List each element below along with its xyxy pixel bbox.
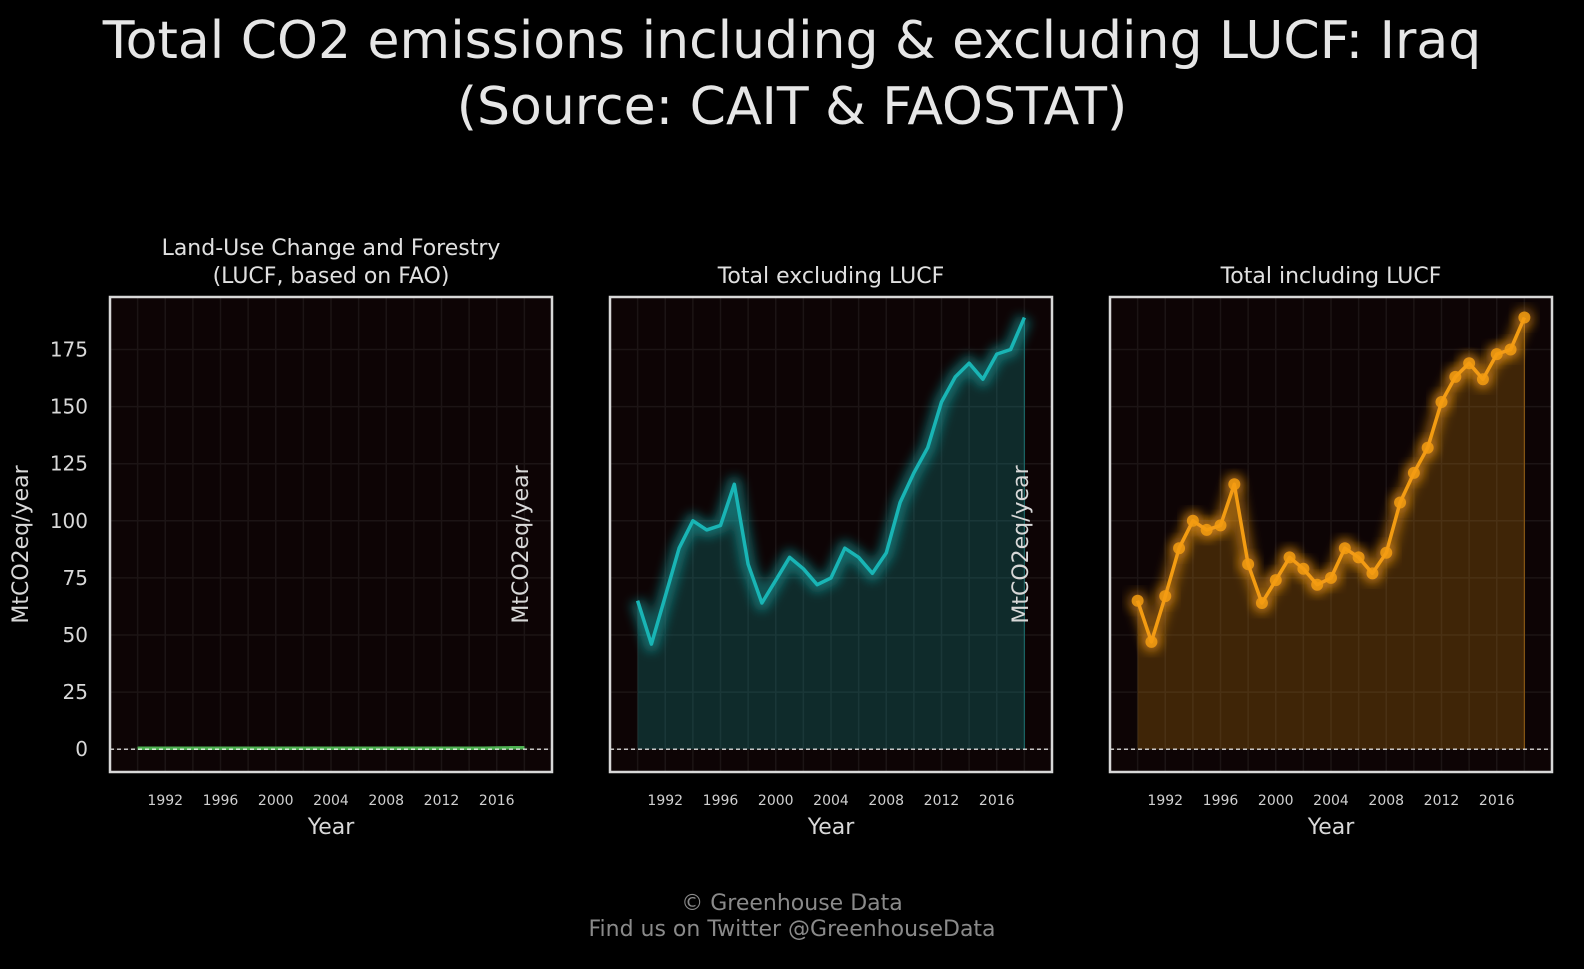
data-point: [1269, 574, 1282, 587]
data-point: [1380, 546, 1393, 559]
data-point: [1463, 357, 1476, 370]
plot-frame: [1108, 295, 1554, 774]
data-point: [1283, 551, 1296, 564]
series-area: [1137, 317, 1525, 750]
x-tick-label: 1992: [147, 793, 183, 809]
data-point: [1518, 311, 1531, 324]
x-tick-label: 2004: [1313, 793, 1349, 809]
x-tick-label: 2012: [424, 793, 460, 809]
x-tick-label: 2016: [1479, 793, 1515, 809]
data-point: [1338, 542, 1351, 555]
data-point: [1242, 558, 1255, 571]
data-point: [1407, 466, 1420, 479]
panel-title: Total including LUCF: [1220, 264, 1442, 289]
data-point: [1255, 597, 1268, 610]
chart-title-line1: Total CO2 emissions including & excludin…: [102, 11, 1482, 71]
chart-panel-3: 1992 1996 2000 2004 2008 2012 2016 Year MtCO2eq/…: [1009, 264, 1554, 840]
x-tick-label: 2012: [924, 793, 960, 809]
data-point: [1421, 441, 1434, 454]
x-tick-label: 2004: [313, 793, 349, 809]
x-tick-label: 2000: [1258, 793, 1294, 809]
x-axis-label: Year: [807, 815, 856, 840]
y-tick-label: 100: [50, 509, 88, 533]
x-tick-label: 2000: [758, 793, 794, 809]
y-axis-label: MtCO2eq/year: [509, 464, 534, 623]
data-point: [1352, 551, 1365, 564]
x-tick-label: 2016: [979, 793, 1015, 809]
x-tick-label: 1996: [1203, 793, 1239, 809]
series-group: [1126, 306, 1536, 750]
y-axis-label: MtCO2eq/year: [9, 464, 34, 623]
y-tick-label: 50: [63, 623, 88, 647]
x-tick-label: 2008: [1368, 793, 1404, 809]
data-point: [1476, 373, 1489, 386]
x-tick-label: 2012: [1424, 793, 1460, 809]
data-point: [1504, 343, 1517, 356]
chart-panel-2: 1992 1996 2000 2004 2008 2012 2016 Year MtCO2eq/…: [509, 264, 1054, 840]
y-tick-label: 150: [50, 395, 88, 419]
data-point: [1186, 514, 1199, 527]
data-point: [1159, 590, 1172, 603]
x-tick-label: 2004: [813, 793, 849, 809]
y-tick-label: 175: [50, 338, 88, 362]
series-group: [629, 314, 1032, 750]
x-axis-label: Year: [1307, 815, 1356, 840]
data-point: [1311, 578, 1324, 591]
x-tick-label: 2000: [258, 793, 294, 809]
x-tick-label: 1996: [203, 793, 239, 809]
footer-twitter: Find us on Twitter @GreenhouseData: [588, 917, 996, 942]
data-point: [1228, 478, 1241, 491]
y-tick-label: 25: [63, 680, 88, 704]
data-point: [1449, 370, 1462, 383]
data-point: [1297, 562, 1310, 575]
x-tick-label: 1992: [1147, 793, 1183, 809]
data-point: [1325, 571, 1337, 584]
series-line: [635, 316, 1027, 646]
x-tick-label: 2008: [368, 793, 404, 809]
plot-frame: [108, 295, 554, 774]
chart-panel-1: 1992 1996 2000 2004 2008 2012 2016 Year MtCO2eq/…: [9, 236, 554, 840]
series-line: [137, 746, 525, 751]
data-point: [1435, 396, 1448, 409]
chart-title-line2: (Source: CAIT & FAOSTAT): [456, 77, 1128, 137]
y-tick-label: 0: [75, 737, 88, 761]
panel-title: Total excluding LUCF: [717, 264, 945, 289]
plot-frame: [608, 295, 1054, 774]
data-point: [1394, 496, 1407, 509]
y-tick-label: 75: [63, 566, 88, 590]
data-point: [1145, 635, 1158, 648]
x-tick-label: 2008: [868, 793, 904, 809]
panel-title: (LUCF, based on FAO): [213, 264, 450, 289]
footer-copyright: © Greenhouse Data: [681, 891, 903, 916]
data-point: [1173, 542, 1186, 555]
panel-title: Land-Use Change and Forestry: [162, 236, 501, 261]
data-point: [1214, 519, 1227, 532]
x-tick-label: 1996: [703, 793, 739, 809]
series-area: [637, 317, 1025, 750]
x-tick-label: 1992: [647, 793, 683, 809]
y-tick-label: 125: [50, 452, 88, 476]
data-point: [1131, 594, 1144, 607]
data-point: [1366, 567, 1379, 580]
x-axis-label: Year: [307, 815, 356, 840]
y-axis-label: MtCO2eq/year: [1009, 464, 1034, 623]
x-tick-label: 2016: [479, 793, 515, 809]
